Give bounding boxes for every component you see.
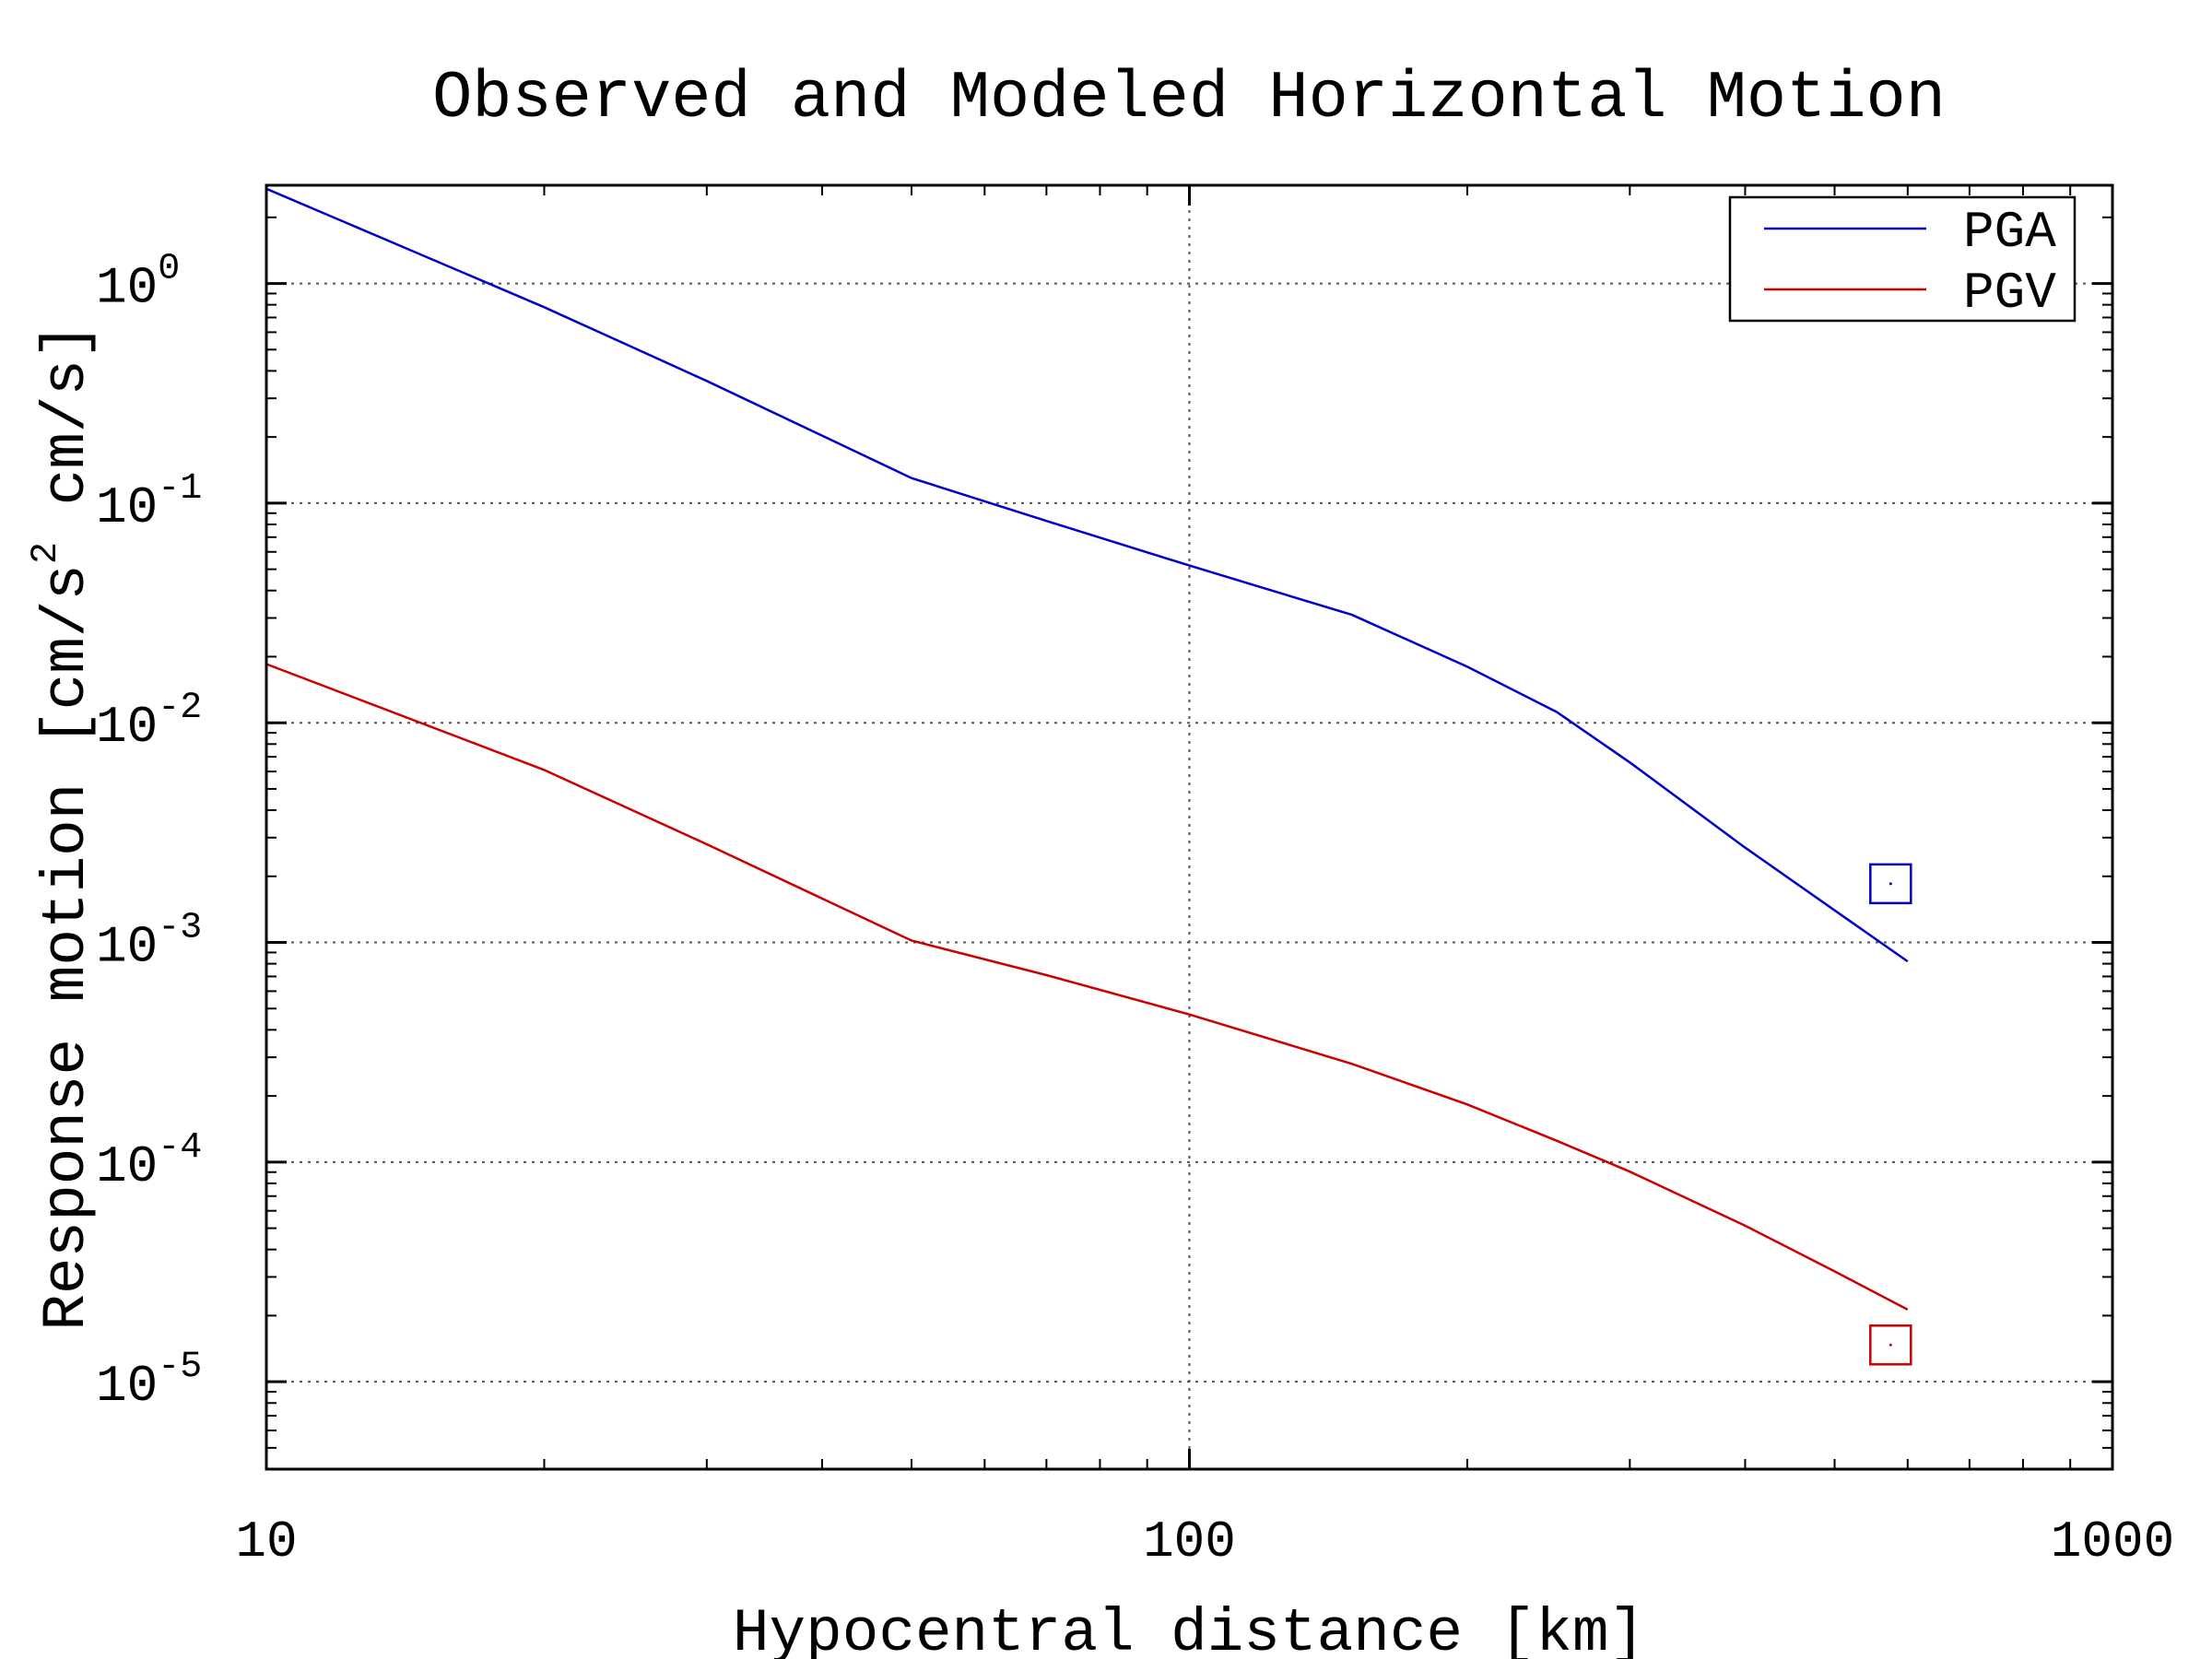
x-tick-label: 1000 <box>2051 1512 2174 1571</box>
y-tick-label: 10-2 <box>96 688 202 757</box>
y-tick-label: 10-3 <box>96 908 202 977</box>
series-line-pga <box>265 187 1909 963</box>
legend-label-pgv: PGV <box>1963 264 2056 323</box>
plot-frame <box>265 183 2114 1471</box>
y-axis-label-tail: cm/s] <box>32 323 101 542</box>
chart-title: Observed and Modeled Horizontal Motion <box>432 61 1946 136</box>
y-tick-label: 10-4 <box>96 1127 202 1196</box>
y-tick-label: 10-5 <box>96 1347 202 1416</box>
observed-point-pgv <box>1888 1343 1892 1347</box>
x-tick-labels: 10 100 1000 <box>235 1512 2174 1571</box>
y-axis-label-superscript: 2 <box>26 542 67 564</box>
legend-box <box>1728 195 2077 323</box>
grid <box>266 185 2112 1469</box>
legend: PGA PGV <box>1728 195 2077 323</box>
series-lines <box>265 187 1909 1312</box>
y-axis-label: Response motion [cm/s2 cm/s] <box>26 323 101 1330</box>
observed-markers <box>1869 863 1912 1366</box>
y-axis-label-main: Response motion [cm/s <box>32 564 101 1331</box>
legend-label-pga: PGA <box>1963 203 2056 262</box>
y-tick-label: 100 <box>96 249 180 318</box>
x-tick-label: 10 <box>235 1512 297 1571</box>
x-tick-label: 100 <box>1143 1512 1236 1571</box>
x-axis-label: Hypocentral distance [km] <box>733 1599 1645 1659</box>
observed-marker-pga <box>1869 863 1912 905</box>
y-tick-label: 10-1 <box>96 468 202 537</box>
y-tick-labels: 100 10-1 10-2 10-3 10-4 10-5 <box>96 249 202 1417</box>
observed-point-pga <box>1888 882 1892 886</box>
series-line-pgv <box>265 663 1909 1312</box>
observed-marker-pgv <box>1869 1324 1912 1366</box>
